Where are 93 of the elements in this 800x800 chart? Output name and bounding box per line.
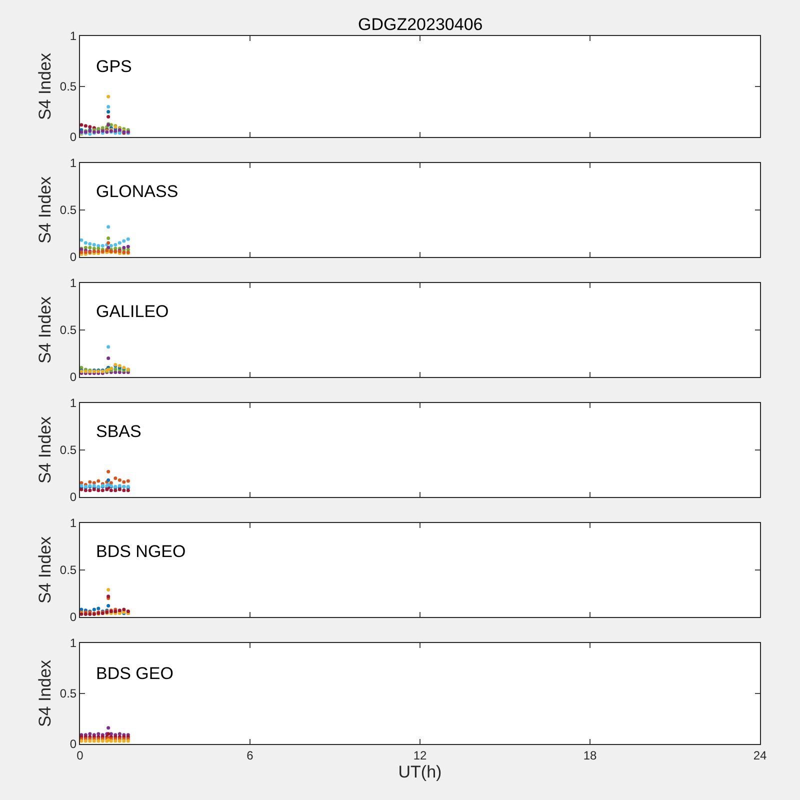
- point: [92, 481, 96, 485]
- point: [106, 588, 110, 592]
- point: [92, 246, 96, 250]
- point: [96, 606, 100, 610]
- point: [106, 356, 110, 360]
- point: [114, 243, 118, 247]
- point: [106, 104, 110, 108]
- y-tick-label: 0.5: [60, 323, 77, 338]
- x-tick-label: 6: [246, 748, 254, 762]
- y-tick-label: 1: [70, 156, 77, 170]
- y-tick-label: 1: [70, 276, 77, 290]
- point: [106, 225, 110, 229]
- y-axis-title: S4 Index: [35, 659, 54, 728]
- point: [88, 480, 92, 484]
- y-tick-label: 0.5: [60, 563, 77, 578]
- chart-title: GDGZ20230406: [358, 15, 483, 34]
- point: [88, 488, 92, 492]
- point: [80, 481, 84, 485]
- point: [80, 123, 84, 127]
- point: [114, 370, 118, 374]
- y-tick-label: 0.5: [60, 443, 77, 458]
- x-axis-title: UT(h): [398, 762, 442, 782]
- point: [109, 732, 113, 736]
- y-axis-title: S4 Index: [35, 176, 54, 244]
- point: [84, 246, 88, 250]
- point: [109, 244, 113, 248]
- annotation: GALILEO: [96, 302, 169, 321]
- point: [96, 479, 100, 483]
- point: [118, 241, 122, 245]
- y-axis-title: S4 Index: [35, 296, 54, 364]
- y-tick-label: 0: [70, 490, 77, 504]
- point: [96, 732, 100, 736]
- y-tick-label: 1: [70, 396, 77, 410]
- y-tick-label: 0.5: [60, 80, 77, 94]
- point: [118, 478, 122, 482]
- y-tick-label: 0: [70, 250, 77, 264]
- x-tick-label: 24: [753, 748, 767, 762]
- y-tick-label: 1: [70, 516, 77, 530]
- point: [100, 488, 104, 492]
- point: [114, 488, 118, 492]
- point: [118, 370, 122, 374]
- point: [126, 479, 130, 483]
- y-tick-label: 0.5: [60, 203, 77, 218]
- y-axis-title: S4 Index: [35, 416, 54, 484]
- y-tick-label: 0: [70, 737, 77, 752]
- point: [88, 246, 92, 250]
- point: [106, 470, 110, 474]
- point: [96, 488, 100, 492]
- annotation: SBAS: [96, 422, 142, 441]
- point: [106, 604, 110, 608]
- point: [88, 242, 92, 246]
- point: [122, 488, 126, 492]
- y-tick-label: 0: [70, 610, 77, 624]
- point: [122, 239, 126, 243]
- point: [92, 243, 96, 247]
- y-tick-label: 0.5: [60, 686, 77, 701]
- point: [106, 115, 110, 119]
- point: [122, 480, 126, 484]
- annotation: BDS NGEO: [96, 542, 186, 561]
- point: [109, 481, 113, 485]
- point: [80, 366, 84, 370]
- point: [106, 345, 110, 349]
- annotation: GLONASS: [96, 182, 178, 201]
- x-tick-label: 12: [413, 748, 427, 762]
- point: [126, 244, 130, 248]
- point: [96, 244, 100, 248]
- annotation: BDS GEO: [96, 664, 174, 683]
- point: [80, 238, 84, 242]
- point: [84, 124, 88, 128]
- point: [114, 476, 118, 480]
- point: [92, 608, 96, 612]
- y-axis-title: S4 Index: [35, 536, 54, 604]
- point: [118, 732, 122, 736]
- y-tick-label: 0: [70, 370, 77, 384]
- point: [88, 125, 92, 129]
- y-tick-label: 1: [70, 29, 77, 44]
- point: [109, 488, 113, 492]
- x-tick-label: 18: [583, 748, 597, 762]
- point: [109, 123, 113, 127]
- point: [106, 236, 110, 240]
- point: [126, 237, 130, 241]
- annotation: GPS: [96, 57, 132, 76]
- point: [126, 488, 130, 492]
- point: [106, 94, 110, 98]
- point: [84, 241, 88, 245]
- point: [100, 244, 104, 248]
- point: [84, 488, 88, 492]
- point: [106, 726, 110, 730]
- y-tick-label: 1: [70, 636, 77, 650]
- point: [88, 732, 92, 736]
- y-axis-title: S4 Index: [35, 52, 54, 120]
- point: [106, 110, 110, 114]
- y-tick-label: 0: [70, 130, 77, 144]
